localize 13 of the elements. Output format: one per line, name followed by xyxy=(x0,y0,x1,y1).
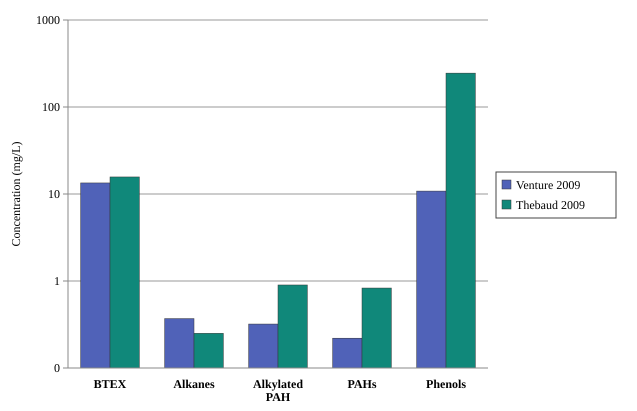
y-axis-title: Concentration (mg/L) xyxy=(9,142,23,246)
y-tick-label: 1000 xyxy=(36,13,60,28)
legend-label: Thebaud 2009 xyxy=(516,198,585,212)
y-tick-label: 100 xyxy=(42,100,60,114)
x-tick-label: Alkylated PAH xyxy=(252,377,304,404)
y-tick-label: 1 xyxy=(54,274,60,288)
x-tick-label: Phenols xyxy=(426,377,466,391)
x-tick-label: Alkanes xyxy=(173,377,215,391)
x-tick-label: PAHs xyxy=(347,377,377,391)
x-tick-label: BTEX xyxy=(94,377,127,391)
y-tick-label: 10 xyxy=(48,187,60,202)
legend-label: Venture 2009 xyxy=(516,178,580,192)
y-tick-label: 0 xyxy=(54,361,60,376)
